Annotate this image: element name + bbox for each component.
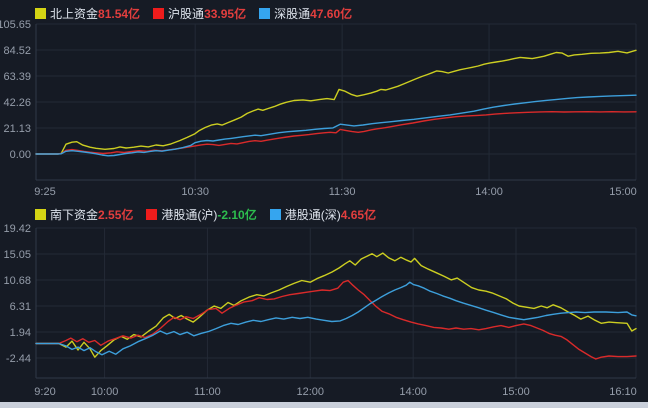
northbound-y-tick-label: 105.65 [0,19,31,31]
southbound-y-tick-label: 10.68 [3,275,31,287]
bottom-scrollbar[interactable] [0,402,648,408]
northbound-x-tick-label: 15:00 [609,186,637,198]
legend-swatch-icon [146,208,158,220]
southbound-y-tick-label: 19.42 [3,223,31,235]
northbound-series-沪股通[interactable] [35,110,637,155]
southbound-x-tick-label: 16:10 [609,386,637,398]
southbound-x-tick-label: 11:00 [194,386,221,398]
northbound-x-tick-label: 10:30 [181,186,209,198]
legend-series-value: 4.65亿 [340,207,377,222]
legend-series-name: 南下资金 [50,207,99,222]
northbound-x-tick-label: 14:00 [475,186,503,198]
southbound-y-tick-label: 1.94 [10,327,31,339]
northbound-legend: 北上资金 81.54亿 沪股通 33.95亿 深股通 47.60亿 [35,5,352,22]
northbound-y-tick-label: 63.39 [3,71,31,83]
southbound-x-tick-label: 15:00 [502,386,530,398]
northbound-series-北上资金[interactable] [35,49,637,155]
legend-series-value: -2.10亿 [217,207,257,222]
southbound-y-tick-label: -2.44 [6,353,31,365]
legend-swatch-icon [269,208,281,220]
legend-item[interactable]: 沪股通 33.95亿 [153,5,246,22]
legend-item[interactable]: 港股通(沪) -2.10亿 [146,206,257,223]
legend-swatch-icon [153,7,165,19]
legend-item[interactable]: 南下资金 2.55亿 [35,206,133,223]
legend-series-name: 港股通(深) [284,207,341,222]
northbound-x-tick-label: 11:30 [329,186,356,198]
southbound-x-tick-label: 14:00 [399,386,427,398]
legend-series-name: 深股通 [274,6,311,21]
southbound-legend: 南下资金 2.55亿 港股通(沪) -2.10亿 港股通(深) 4.65亿 [35,206,377,223]
legend-item[interactable]: 北上资金 81.54亿 [35,5,140,22]
legend-series-value: 81.54亿 [98,6,141,21]
legend-series-value: 2.55亿 [98,207,134,222]
legend-item[interactable]: 港股通(深) 4.65亿 [269,206,377,223]
northbound-y-tick-label: 84.52 [3,45,31,57]
legend-swatch-icon [35,7,46,19]
southbound-x-tick-label: 9:20 [34,386,55,398]
legend-series-name: 港股通(沪) [161,207,218,222]
northbound-y-tick-label: 0.00 [10,149,31,161]
legend-series-value: 47.60亿 [310,6,353,21]
southbound-y-tick-label: 6.31 [10,301,31,313]
northbound-y-tick-label: 21.13 [3,123,31,135]
southbound-plot-area[interactable] [36,228,636,378]
southbound-x-tick-label: 10:00 [91,386,119,398]
southbound-series-南下资金[interactable] [35,252,637,358]
northbound-series-深股通[interactable] [35,94,637,157]
northbound-x-tick-label: 9:25 [34,186,55,198]
legend-swatch-icon [259,7,271,19]
southbound-series-港股通(深)[interactable] [35,281,637,356]
legend-item[interactable]: 深股通 47.60亿 [259,5,352,22]
legend-swatch-icon [35,208,46,220]
legend-series-value: 33.95亿 [204,6,247,21]
southbound-x-tick-label: 12:00 [296,386,324,398]
southbound-series-港股通(沪)[interactable] [35,279,637,360]
legend-series-name: 沪股通 [168,6,205,21]
legend-series-name: 北上资金 [50,6,99,21]
northbound-y-tick-label: 42.26 [3,97,31,109]
southbound-y-tick-label: 15.05 [3,249,31,261]
